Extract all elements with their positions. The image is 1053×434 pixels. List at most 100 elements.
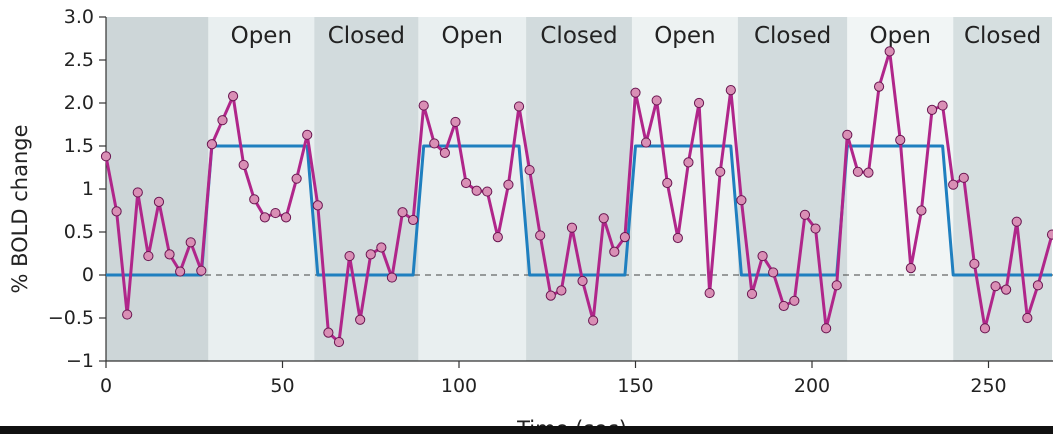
measured-point-75 xyxy=(895,134,906,146)
measured-point-10 xyxy=(206,139,217,150)
measured-point-85 xyxy=(1001,284,1012,295)
y-tick-label-7: −0.5 xyxy=(48,307,94,329)
measured-point-81 xyxy=(958,172,969,183)
measured-point-52 xyxy=(651,95,662,106)
measured-point-27 xyxy=(386,272,398,283)
block-label-3: Open xyxy=(442,23,503,49)
x-tick-label-4: 200 xyxy=(794,375,830,397)
block-shade-8 xyxy=(953,17,1053,361)
block-label-4: Closed xyxy=(540,23,617,49)
measured-point-12 xyxy=(227,91,239,102)
measured-point-24 xyxy=(355,314,366,325)
block-label-1: Open xyxy=(231,23,292,49)
measured-point-64 xyxy=(778,300,789,312)
measured-point-78 xyxy=(926,104,938,115)
measured-point-87 xyxy=(1022,312,1033,324)
measured-point-36 xyxy=(482,186,493,197)
measured-point-48 xyxy=(609,246,620,257)
y-tick-label-2: 2.0 xyxy=(64,92,94,114)
measured-point-58 xyxy=(715,166,726,177)
measured-point-15 xyxy=(259,212,270,223)
measured-point-63 xyxy=(768,267,779,278)
block-shade-0 xyxy=(106,17,209,361)
measured-point-3 xyxy=(132,187,143,198)
block-labels-layer: Open Closed Open Closed Open Closed Open Closed xyxy=(231,23,1042,49)
measured-point-62 xyxy=(757,250,768,262)
measured-point-54 xyxy=(672,232,683,244)
y-tick-label-5: 0.5 xyxy=(64,221,94,243)
measured-point-70 xyxy=(842,129,853,140)
measured-point-19 xyxy=(302,129,313,140)
measured-point-53 xyxy=(662,177,673,189)
measured-point-25 xyxy=(365,249,376,260)
model-response-line xyxy=(106,144,1053,277)
measured-point-14 xyxy=(249,194,260,205)
measured-point-20 xyxy=(312,200,323,211)
measured-point-5 xyxy=(153,196,165,207)
measured-point-69 xyxy=(831,280,842,291)
measured-point-41 xyxy=(535,230,546,241)
measured-point-46 xyxy=(588,315,599,326)
x-tick-label-3: 150 xyxy=(617,375,653,397)
measured-point-31 xyxy=(429,138,440,149)
y-tick-label-0: 3.0 xyxy=(64,6,94,28)
measured-point-60 xyxy=(736,195,747,206)
x-tick-label-2: 100 xyxy=(441,375,477,397)
measured-point-80 xyxy=(948,179,959,190)
measured-point-55 xyxy=(683,157,694,168)
measured-point-32 xyxy=(439,147,450,158)
block-label-8: Closed xyxy=(964,23,1041,49)
measured-point-37 xyxy=(492,232,503,243)
measured-point-72 xyxy=(863,167,874,178)
measured-point-9 xyxy=(196,265,207,276)
measured-point-83 xyxy=(979,323,991,334)
measured-point-45 xyxy=(577,275,588,287)
measured-point-42 xyxy=(545,290,556,301)
measured-point-7 xyxy=(175,266,186,277)
measured-point-57 xyxy=(704,287,715,299)
measured-point-47 xyxy=(598,213,609,224)
measured-point-88 xyxy=(1032,280,1044,291)
block-label-5: Open xyxy=(654,23,715,49)
measured-point-29 xyxy=(408,214,419,226)
measured-point-8 xyxy=(185,237,196,248)
measured-point-21 xyxy=(323,327,334,338)
y-tick-label-8: −1 xyxy=(66,350,94,372)
measured-point-50 xyxy=(630,87,641,98)
measured-point-2 xyxy=(122,309,133,320)
x-tick-label-0: 0 xyxy=(100,375,112,397)
measured-point-22 xyxy=(333,336,345,348)
x-tick-label-5: 250 xyxy=(970,375,1006,397)
measured-point-65 xyxy=(789,295,800,306)
measured-point-74 xyxy=(884,46,895,57)
measured-point-49 xyxy=(619,232,631,243)
measured-point-76 xyxy=(905,263,916,274)
measured-point-44 xyxy=(566,222,578,233)
block-shade-1 xyxy=(208,17,315,361)
measured-point-67 xyxy=(810,223,821,234)
y-tick-label-1: 2.5 xyxy=(64,49,94,71)
measured-point-43 xyxy=(556,285,567,296)
measured-point-89 xyxy=(1046,229,1053,240)
block-shade-7 xyxy=(847,17,954,361)
measured-point-33 xyxy=(450,116,461,128)
measured-point-16 xyxy=(270,207,281,219)
x-ticks-layer: 0 50 100 150 200 250 xyxy=(100,361,1007,397)
block-shade-4 xyxy=(526,17,632,361)
measured-point-35 xyxy=(471,185,482,196)
measured-point-77 xyxy=(916,205,927,216)
measured-point-39 xyxy=(513,101,525,112)
block-shading-layer xyxy=(106,17,1053,361)
block-label-6: Closed xyxy=(754,23,831,49)
measured-point-71 xyxy=(852,166,863,177)
measured-point-17 xyxy=(280,212,292,223)
measured-point-30 xyxy=(418,100,429,111)
measured-point-26 xyxy=(376,242,387,253)
measured-point-79 xyxy=(937,100,948,111)
measured-point-1 xyxy=(111,206,122,217)
measured-point-86 xyxy=(1011,216,1022,227)
measured-point-84 xyxy=(990,281,1001,292)
measured-point-82 xyxy=(969,258,980,269)
measured-point-59 xyxy=(725,85,736,96)
